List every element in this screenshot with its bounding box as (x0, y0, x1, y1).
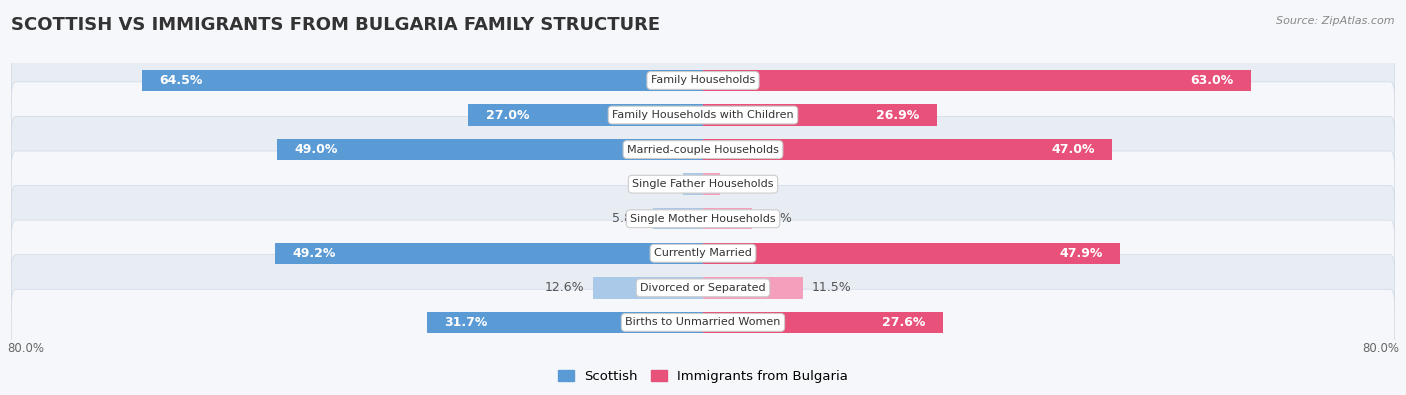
Text: 47.0%: 47.0% (1050, 143, 1094, 156)
Bar (468, 104, 703, 126)
FancyBboxPatch shape (11, 117, 1395, 183)
Bar (703, 312, 943, 333)
FancyBboxPatch shape (11, 82, 1395, 148)
Text: Divorced or Separated: Divorced or Separated (640, 283, 766, 293)
Bar (703, 173, 720, 195)
Bar (703, 139, 1112, 160)
Text: 2.0%: 2.0% (730, 178, 761, 191)
Text: 26.9%: 26.9% (876, 109, 920, 122)
Legend: Scottish, Immigrants from Bulgaria: Scottish, Immigrants from Bulgaria (558, 370, 848, 383)
Bar (703, 277, 803, 299)
Text: 63.0%: 63.0% (1191, 74, 1233, 87)
FancyBboxPatch shape (11, 151, 1395, 217)
Text: 2.3%: 2.3% (643, 178, 675, 191)
Text: 47.9%: 47.9% (1059, 247, 1102, 260)
Text: 12.6%: 12.6% (546, 281, 585, 294)
Bar (593, 277, 703, 299)
Bar (703, 208, 752, 229)
Text: Single Mother Households: Single Mother Households (630, 214, 776, 224)
Text: Family Households with Children: Family Households with Children (612, 110, 794, 120)
FancyBboxPatch shape (11, 47, 1395, 114)
FancyBboxPatch shape (11, 289, 1395, 356)
Text: 49.2%: 49.2% (292, 247, 336, 260)
Text: 49.0%: 49.0% (294, 143, 337, 156)
Bar (703, 70, 1251, 91)
Text: SCOTTISH VS IMMIGRANTS FROM BULGARIA FAMILY STRUCTURE: SCOTTISH VS IMMIGRANTS FROM BULGARIA FAM… (11, 16, 661, 34)
FancyBboxPatch shape (11, 255, 1395, 321)
Text: Family Households: Family Households (651, 75, 755, 85)
Text: 11.5%: 11.5% (811, 281, 852, 294)
Text: Single Father Households: Single Father Households (633, 179, 773, 189)
Text: Currently Married: Currently Married (654, 248, 752, 258)
Bar (703, 243, 1119, 264)
Bar (652, 208, 703, 229)
Bar (142, 70, 703, 91)
Bar (277, 139, 703, 160)
FancyBboxPatch shape (11, 220, 1395, 286)
Text: Married-couple Households: Married-couple Households (627, 145, 779, 154)
FancyBboxPatch shape (11, 186, 1395, 252)
Bar (427, 312, 703, 333)
Text: 80.0%: 80.0% (7, 342, 44, 356)
Bar (276, 243, 703, 264)
Text: 64.5%: 64.5% (159, 74, 202, 87)
Bar (703, 104, 936, 126)
Text: 27.6%: 27.6% (883, 316, 925, 329)
Text: Births to Unmarried Women: Births to Unmarried Women (626, 318, 780, 327)
Text: 27.0%: 27.0% (485, 109, 529, 122)
Text: 5.6%: 5.6% (761, 212, 793, 225)
Text: 80.0%: 80.0% (1362, 342, 1399, 356)
Bar (683, 173, 703, 195)
Text: 31.7%: 31.7% (444, 316, 488, 329)
Text: 5.8%: 5.8% (612, 212, 644, 225)
Text: Source: ZipAtlas.com: Source: ZipAtlas.com (1277, 16, 1395, 26)
